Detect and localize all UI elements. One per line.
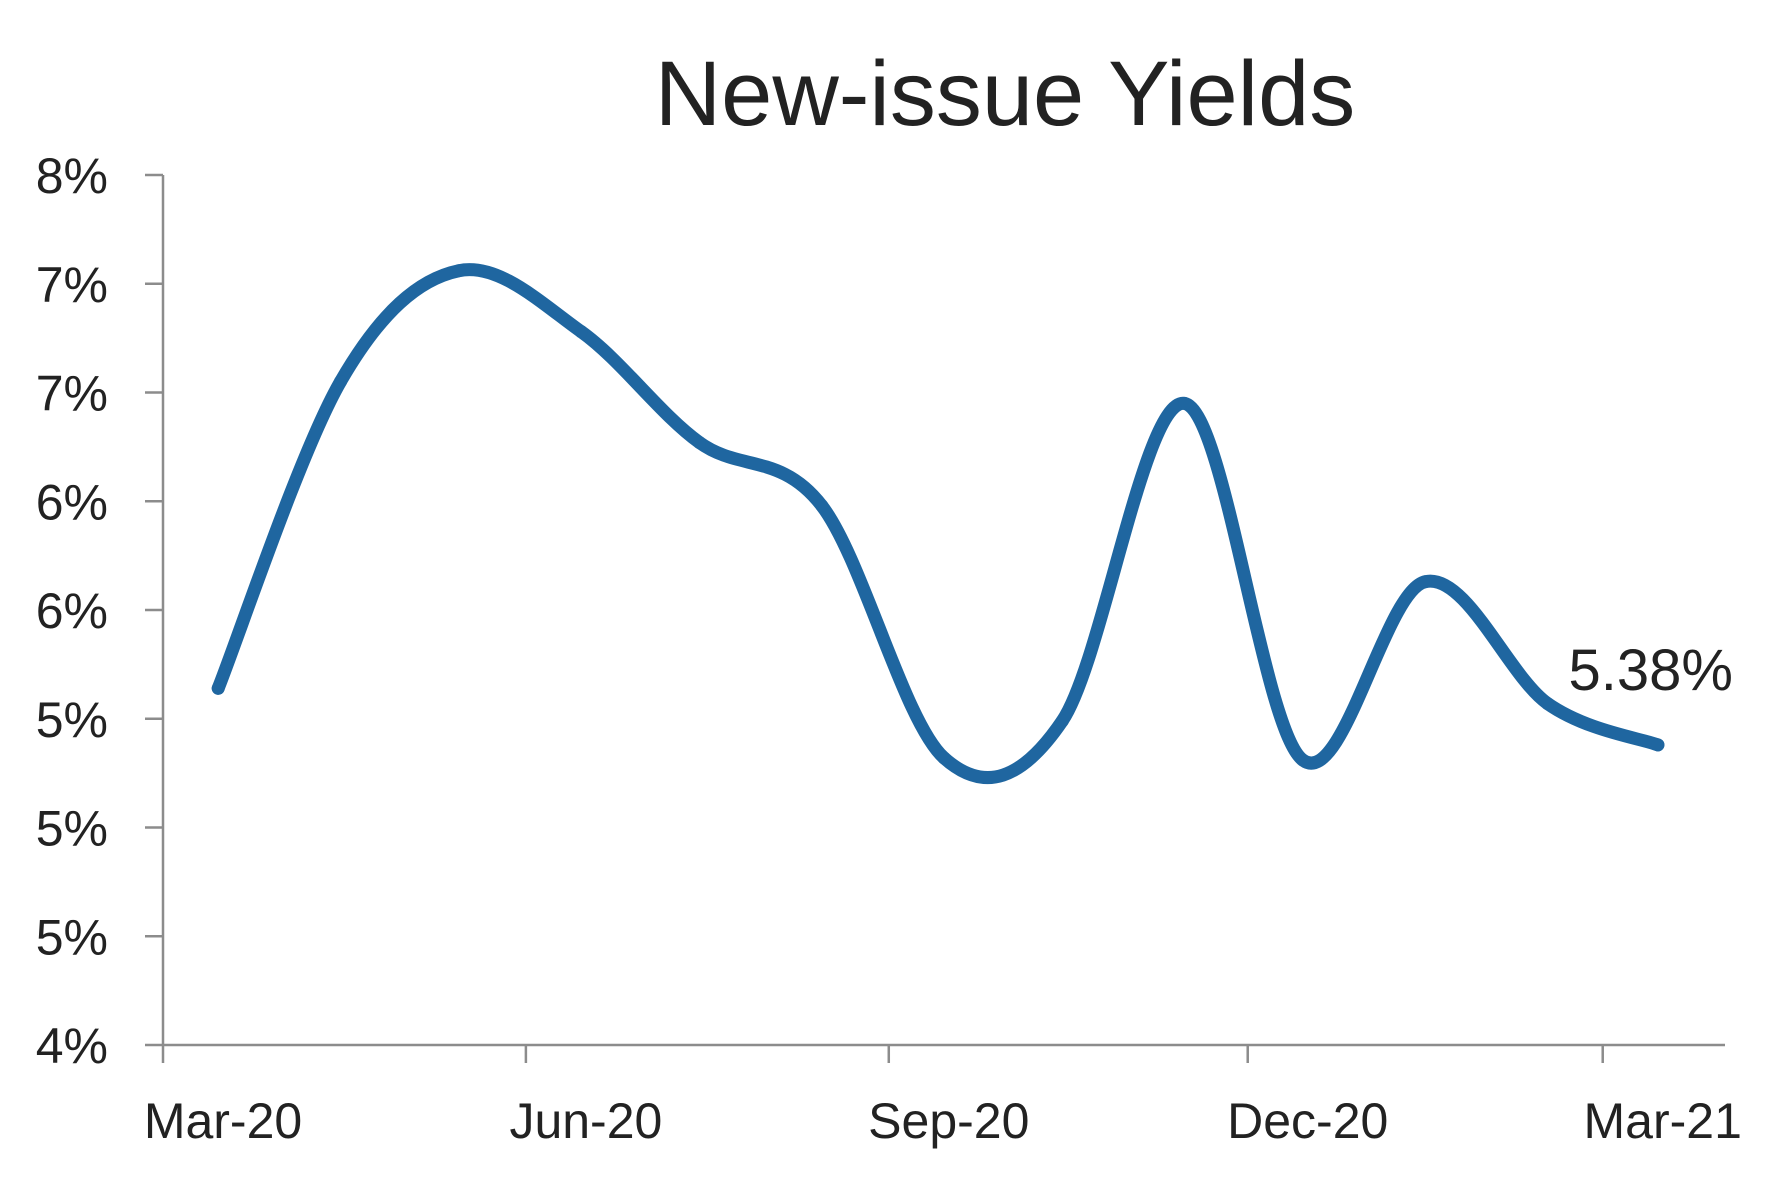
x-tick-label: Mar-20 [144, 1093, 302, 1149]
x-tick-label: Dec-20 [1227, 1093, 1388, 1149]
y-tick-label: 8% [36, 148, 108, 204]
chart-title: New-issue Yields [655, 43, 1356, 145]
data-point [1178, 396, 1192, 410]
y-tick-label: 5% [36, 692, 108, 748]
x-tick-label: Sep-20 [868, 1093, 1029, 1149]
x-axis-ticks: Mar-20 Jun-20 Sep-20 Dec-20 Mar-21 [144, 1045, 1742, 1149]
data-point [334, 375, 347, 389]
data-point [1541, 697, 1554, 711]
y-axis-ticks: 4% 5% 5% 5% 6% 6% 7% 7% 8% [36, 148, 163, 1074]
data-point [1418, 575, 1432, 589]
data-point [1055, 714, 1069, 728]
x-tick-label: Mar-21 [1584, 1093, 1742, 1149]
data-point [1651, 738, 1665, 752]
series-line [211, 263, 1665, 785]
series-group [211, 263, 1665, 785]
y-tick-label: 5% [36, 801, 108, 857]
data-point [574, 325, 588, 339]
data-point [1296, 753, 1310, 767]
data-point [692, 436, 706, 450]
data-labels: 5.38% [1568, 638, 1732, 703]
y-tick-label: 6% [36, 474, 108, 530]
y-tick-label: 7% [36, 366, 108, 422]
data-point [937, 751, 951, 765]
y-tick-label: 5% [36, 909, 108, 965]
x-tick-label: Jun-20 [509, 1093, 662, 1149]
data-point [452, 264, 466, 278]
data-label: 5.38% [1568, 638, 1732, 703]
data-point [815, 499, 829, 513]
data-point [211, 681, 225, 695]
y-tick-label: 7% [36, 257, 108, 313]
y-tick-label: 6% [36, 583, 108, 639]
y-tick-label: 4% [36, 1018, 108, 1074]
